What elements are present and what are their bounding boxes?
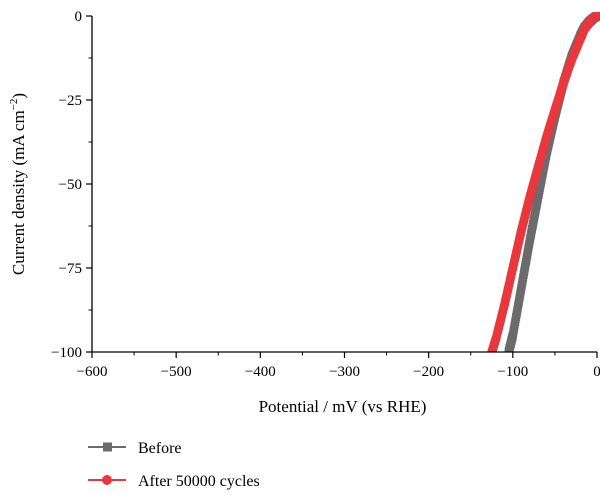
legend-item: After 50000 cycles [88,473,260,490]
y-axis-title-tail: ) [9,93,28,99]
axes-layer: −600 −500 −400 −300 −200 −100 0 0 −25 −50 −75 −100 [51,9,600,380]
data-point-circle [487,347,497,352]
y-axis-title-main: Current density (mA cm [9,110,28,275]
x-axis-title: Potential / mV (vs RHE) [259,397,427,416]
x-tick-label: −100 [497,364,528,380]
y-tick-label: −50 [59,177,82,193]
legend: Before After 50000 cycles [88,440,260,490]
y-axis-title-sup: −2 [8,99,20,111]
y-tick-label: −75 [59,261,82,277]
legend-label: Before [138,440,182,457]
legend-label: After 50000 cycles [138,473,260,490]
x-tick-label: −500 [161,364,192,380]
x-tick-label: 0 [593,364,600,380]
legend-item: Before [88,440,182,457]
series-layer [487,12,600,352]
y-tick-label: −25 [59,93,82,109]
legend-marker-square [103,442,112,452]
series-before [504,12,600,352]
legend-marker-circle [102,475,112,485]
y-tick-label: 0 [75,9,83,25]
x-tick-label: −600 [77,364,108,380]
x-tick-label: −200 [413,364,444,380]
series-after-50000-cycles [487,12,600,352]
y-axis-title: Current density (mA cm−2) [8,93,28,275]
x-tick-label: −400 [245,364,276,380]
data-point-square [504,348,513,352]
y-tick-label: −100 [51,345,82,361]
x-tick-label: −300 [329,364,360,380]
